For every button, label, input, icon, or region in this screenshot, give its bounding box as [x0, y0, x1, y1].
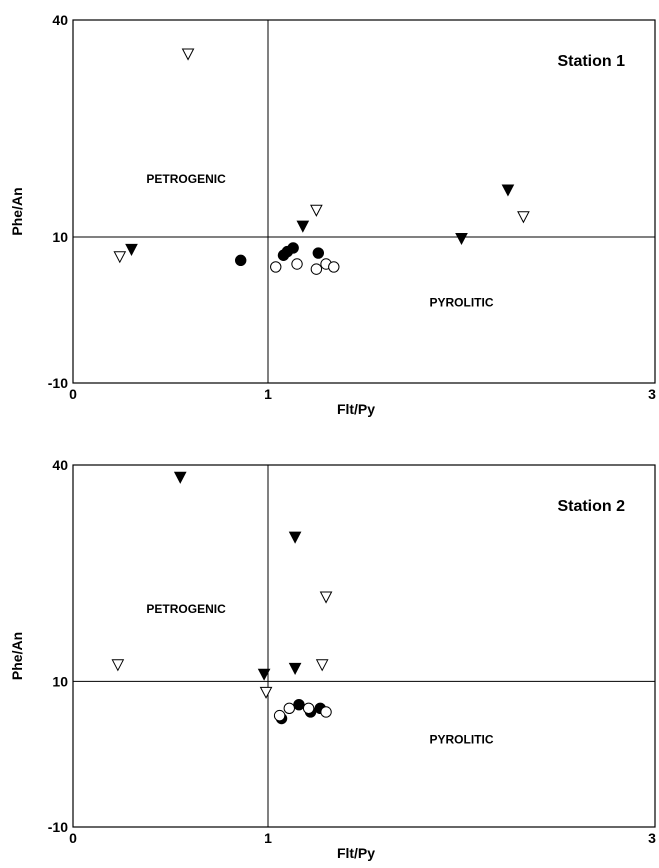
data-point: [291, 258, 303, 270]
region-label: PYROLITIC: [429, 732, 493, 746]
data-point: [293, 698, 305, 711]
x-tick-label: 1: [264, 830, 272, 846]
y-tick-label: 40: [52, 457, 68, 473]
x-tick-label: 0: [69, 386, 77, 402]
data-point: [287, 242, 299, 254]
y-tick-label: -10: [48, 819, 68, 835]
y-axis-label: Phe/An: [9, 187, 25, 235]
data-point: [273, 709, 286, 722]
series-filled-triangle-down: [173, 471, 302, 681]
data-point: [283, 702, 295, 715]
series-filled-triangle-down: [125, 184, 515, 256]
x-axis-label: Flt/Py: [337, 401, 375, 417]
plot-frame: [72, 464, 656, 828]
x-tick-label: 3: [648, 386, 656, 402]
data-point: [312, 247, 325, 259]
data-point: [296, 220, 310, 233]
data-point: [455, 232, 468, 246]
panel-title: Station 2: [557, 498, 625, 515]
data-point: [259, 686, 273, 699]
data-point: [111, 659, 125, 672]
y-tick-label: 10: [52, 229, 68, 245]
series-open-triangle-down: [113, 48, 530, 264]
data-point: [320, 706, 332, 718]
data-point: [310, 204, 323, 217]
data-point: [173, 471, 187, 484]
data-point: [517, 211, 530, 224]
y-tick-label: 10: [52, 673, 68, 689]
series-open-circle: [270, 258, 340, 275]
series-filled-circle: [275, 698, 326, 725]
series-open-circle: [273, 702, 332, 722]
region-label: PETROGENIC: [146, 602, 226, 616]
panel-title: Station 1: [557, 53, 625, 70]
panel-station-1: 0 1 3 -10 10 40 Flt/Py Phe/An Station 1 PETROGENI…: [9, 12, 656, 417]
x-tick-label: 0: [69, 830, 77, 846]
plot-frame: [72, 19, 656, 384]
data-point: [319, 591, 333, 604]
data-point: [310, 263, 323, 275]
data-point: [288, 531, 302, 544]
data-point: [181, 48, 195, 61]
region-label: PETROGENIC: [146, 172, 226, 186]
data-point: [125, 243, 138, 256]
y-axis-label: Phe/An: [9, 632, 25, 680]
data-point: [302, 702, 315, 715]
data-point: [288, 662, 302, 675]
series-open-triangle-down: [111, 591, 333, 699]
x-tick-label: 3: [648, 830, 656, 846]
data-point: [501, 184, 515, 197]
panel-station-2: 0 1 3 -10 10 40 Flt/Py Phe/An Station 2 PETROGENI…: [9, 457, 656, 861]
data-point: [235, 254, 247, 267]
data-point: [328, 261, 340, 273]
x-axis-label: Flt/Py: [337, 845, 375, 861]
data-point: [315, 659, 329, 672]
y-tick-label: -10: [48, 375, 68, 391]
data-point: [257, 668, 271, 681]
x-tick-label: 1: [264, 386, 272, 402]
region-label: PYROLITIC: [429, 295, 493, 309]
series-filled-circle: [235, 242, 325, 267]
y-tick-label: 40: [52, 12, 68, 28]
data-point: [270, 261, 282, 273]
data-point: [113, 251, 127, 264]
